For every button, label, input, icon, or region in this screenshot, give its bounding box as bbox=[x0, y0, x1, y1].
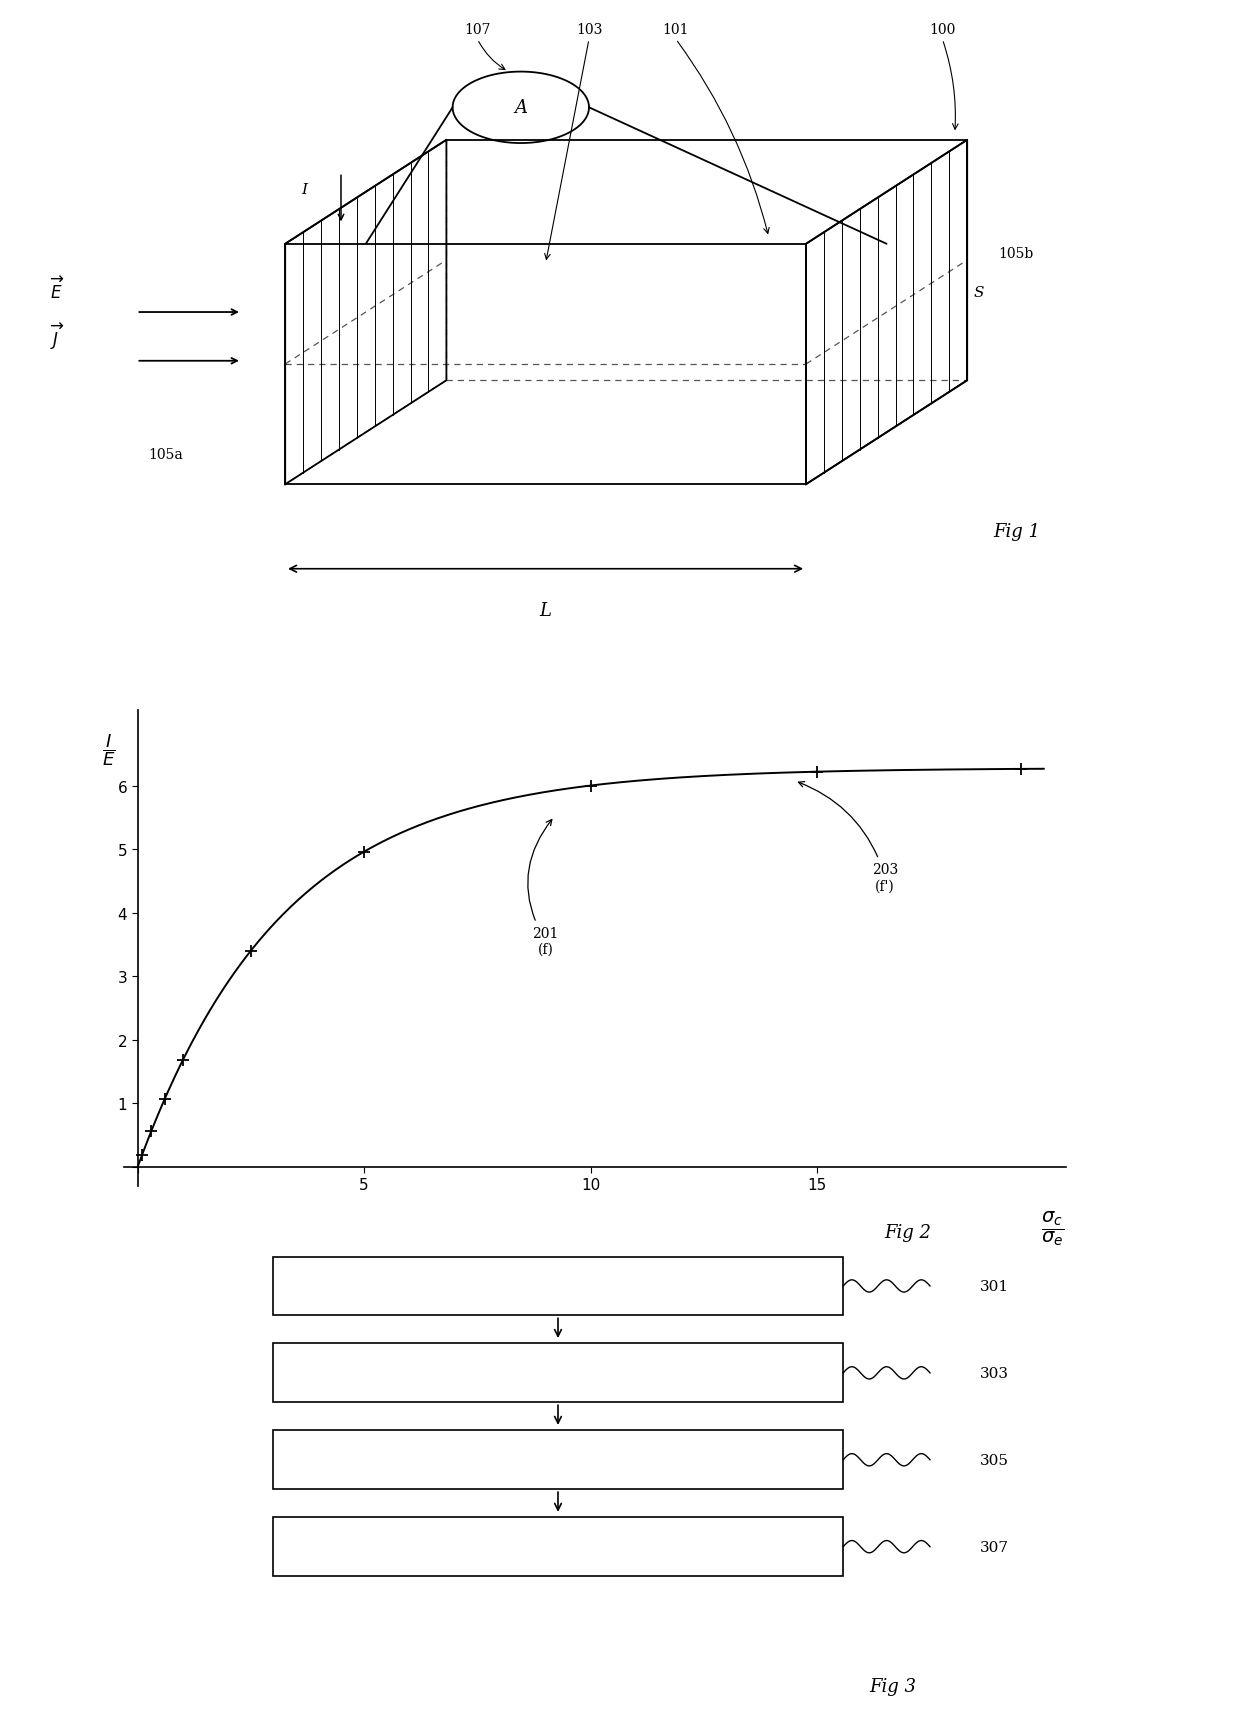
Text: $\dfrac{\sigma_c}{\sigma_e}$: $\dfrac{\sigma_c}{\sigma_e}$ bbox=[1042, 1209, 1064, 1247]
Text: $\overrightarrow{E}$: $\overrightarrow{E}$ bbox=[50, 277, 64, 303]
Text: I: I bbox=[301, 182, 306, 196]
Text: 301: 301 bbox=[980, 1280, 1008, 1294]
Text: 107: 107 bbox=[464, 23, 491, 36]
Text: 305: 305 bbox=[980, 1453, 1008, 1467]
Bar bbox=[273, 1257, 843, 1316]
Text: 100: 100 bbox=[929, 23, 956, 36]
Bar bbox=[273, 1344, 843, 1403]
Text: $\dfrac{I}{E}$: $\dfrac{I}{E}$ bbox=[102, 733, 115, 767]
Text: 201
(f): 201 (f) bbox=[528, 819, 558, 956]
Text: A: A bbox=[515, 99, 527, 118]
Text: Fig 1: Fig 1 bbox=[993, 523, 1040, 540]
Text: S: S bbox=[973, 286, 983, 300]
Text: Fig 3: Fig 3 bbox=[869, 1677, 916, 1696]
Text: 103: 103 bbox=[575, 23, 603, 36]
Text: 101: 101 bbox=[662, 23, 689, 36]
Text: 307: 307 bbox=[980, 1540, 1008, 1554]
Text: 203
(f'): 203 (f') bbox=[799, 783, 898, 892]
Text: Fig 2: Fig 2 bbox=[884, 1223, 931, 1242]
Text: 303: 303 bbox=[980, 1367, 1008, 1380]
Bar bbox=[273, 1517, 843, 1576]
Text: L: L bbox=[539, 603, 552, 620]
Bar bbox=[273, 1431, 843, 1490]
Text: $\overrightarrow{J}$: $\overrightarrow{J}$ bbox=[50, 322, 63, 352]
Text: 105a: 105a bbox=[149, 449, 184, 462]
Text: 105b: 105b bbox=[998, 246, 1033, 260]
